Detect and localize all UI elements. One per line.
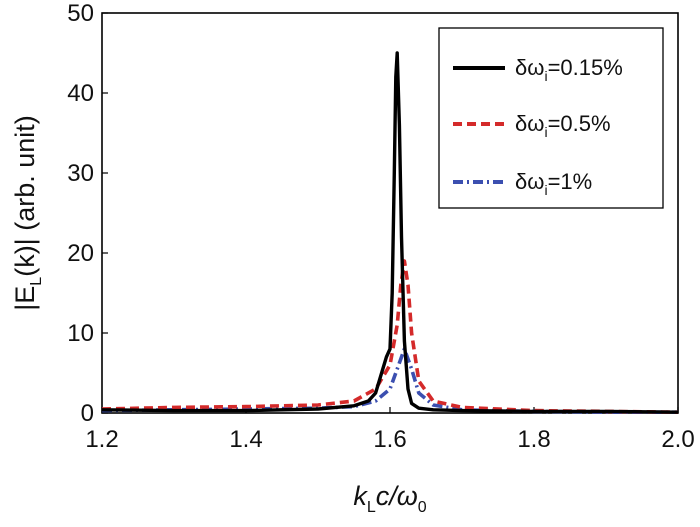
y-axis-label: |EL(k)| (arb. unit)	[10, 115, 45, 310]
series-line-1	[101, 51, 679, 414]
x-tick-label: 2.0	[661, 426, 694, 453]
y-tick-label: 10	[67, 320, 94, 347]
x-tick-label: 1.2	[85, 426, 118, 453]
y-tick-label: 30	[67, 160, 94, 187]
y-tick-label: 40	[67, 80, 94, 107]
x-tick-label: 1.4	[229, 426, 262, 453]
series-layer	[101, 51, 679, 415]
x-axis-label: kLc/ω0	[353, 481, 426, 516]
legend-label-series-2: δωi=0.5%	[515, 111, 611, 140]
y-tick-label: 20	[67, 240, 94, 267]
x-tick-label: 1.8	[517, 426, 550, 453]
legend-label-series-1: δωi=0.15%	[515, 55, 623, 84]
y-tick-label: 50	[67, 0, 94, 27]
y-tick-label: 0	[81, 400, 94, 427]
x-tick-label: 1.6	[373, 426, 406, 453]
legend-label-series-3: δωi=1%	[515, 169, 592, 198]
axis-ticks: 1.2 1.4 1.6 1.8 2.0 0 10 20 30 40 50	[67, 0, 694, 453]
legend: δωi=0.15% δωi=0.5% δωi=1%	[438, 27, 664, 209]
legend-box	[438, 27, 664, 209]
